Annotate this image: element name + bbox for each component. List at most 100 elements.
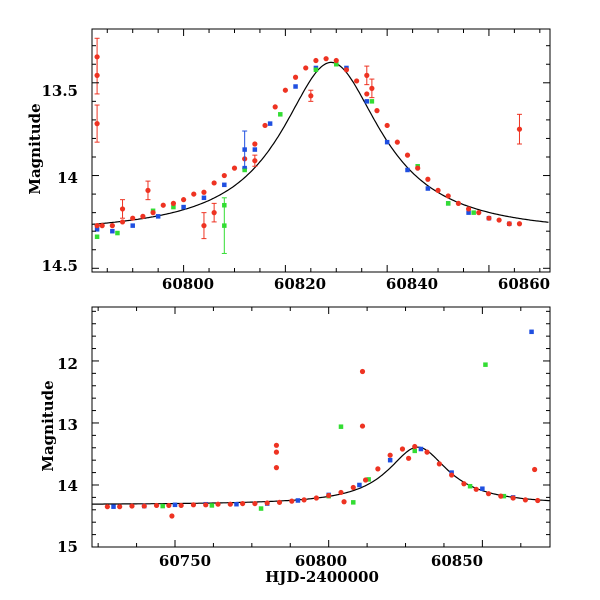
top-point-blue (384, 139, 390, 145)
bottom-ytick-label: 15 (57, 538, 78, 556)
top-point-red (313, 57, 319, 64)
top-plot-frame (91, 28, 551, 273)
top-point-blue (425, 186, 431, 191)
top-point-green (471, 210, 476, 215)
top-point-green (445, 201, 451, 206)
top-point-red (384, 122, 390, 129)
bottom-point-red (461, 481, 467, 487)
bottom-panel: 12 13 14 15 60750 60800 60850 HJD-240000… (39, 306, 551, 586)
bottom-y-axis-label: Magnitude (39, 380, 57, 471)
bottom-point-blue (418, 446, 424, 452)
bottom-point-red (535, 497, 541, 504)
top-point-red (496, 217, 502, 223)
top-point-blue (222, 182, 227, 188)
top-point-red (323, 56, 329, 62)
bottom-point-red (510, 495, 516, 501)
top-point-red (211, 210, 217, 216)
top-point-red (374, 108, 380, 114)
bottom-data-layer (92, 329, 550, 519)
top-point-green (171, 204, 176, 210)
bottom-point-red (264, 500, 270, 506)
top-point-red (516, 126, 523, 132)
top-point-red (94, 72, 100, 78)
bottom-point-red (412, 443, 418, 450)
top-point-red (308, 93, 314, 99)
top-point-red (252, 141, 258, 147)
bottom-point-red (341, 499, 347, 505)
top-point-blue (267, 121, 273, 126)
top-point-red (354, 78, 360, 84)
top-point-blue (466, 210, 471, 215)
top-point-red (252, 158, 258, 164)
bottom-point-red (473, 486, 479, 492)
bottom-point-red (406, 455, 412, 461)
top-point-red (369, 85, 375, 91)
top-point-red (109, 223, 115, 229)
bottom-point-red (215, 501, 221, 507)
top-point-red (94, 121, 100, 127)
top-xtick-label: 60840 (386, 275, 438, 293)
top-point-blue (252, 147, 258, 152)
bottom-point-red (117, 504, 123, 510)
top-point-green (334, 61, 339, 67)
top-point-blue (181, 204, 186, 210)
bottom-point-blue (172, 502, 178, 508)
top-point-red (394, 139, 400, 145)
top-ytick-label: 14.5 (41, 257, 78, 275)
bottom-point-red (276, 499, 283, 505)
top-point-red (364, 91, 370, 97)
bottom-point-red (387, 452, 393, 458)
bottom-point-red (166, 502, 172, 509)
top-point-red (343, 67, 350, 73)
bottom-point-red (532, 466, 538, 473)
top-xtick-label: 60860 (498, 275, 550, 293)
top-point-blue (201, 195, 207, 201)
bottom-point-green (209, 503, 215, 508)
top-point-green (242, 167, 247, 173)
bottom-point-green (501, 493, 507, 499)
top-point-green (369, 99, 375, 104)
top-point-red (516, 221, 523, 227)
bottom-point-red (359, 423, 366, 429)
top-point-green (313, 67, 319, 73)
top-point-green (94, 234, 100, 240)
top-point-blue (155, 214, 161, 219)
bottom-point-blue (529, 329, 534, 335)
bottom-point-red (449, 472, 455, 478)
bottom-point-red (273, 442, 280, 448)
top-point-red (140, 213, 146, 219)
top-point-red (211, 180, 217, 186)
top-point-green (222, 223, 227, 228)
top-panel: 13.5 14 14.5 60800 60820 60840 60860 Mag… (26, 28, 551, 293)
top-y-axis-label: Magnitude (26, 103, 44, 194)
top-point-red (201, 189, 207, 195)
top-point-blue (364, 99, 370, 104)
bottom-ytick-label: 14 (57, 477, 78, 495)
bottom-point-blue (295, 498, 301, 503)
bottom-point-blue (234, 501, 239, 507)
top-point-green (278, 112, 283, 117)
top-point-red (425, 176, 431, 182)
bottom-point-red (399, 446, 406, 452)
top-point-red (465, 206, 472, 212)
top-data-layer (92, 37, 549, 254)
top-point-red (303, 65, 309, 71)
bottom-point-red (359, 368, 366, 375)
bottom-point-green (467, 483, 473, 489)
top-point-red (191, 191, 197, 197)
top-point-red (160, 202, 166, 208)
top-xtick-label: 60800 (162, 275, 214, 293)
bottom-point-blue (387, 457, 393, 463)
top-point-red (221, 172, 227, 179)
bottom-ytick-label: 13 (57, 416, 78, 434)
bottom-point-green (366, 477, 371, 482)
top-point-red (282, 87, 288, 93)
bottom-point-red (153, 502, 160, 509)
bottom-point-blue (480, 486, 485, 491)
bottom-point-red (190, 502, 197, 508)
bottom-xtick-label: 60850 (431, 552, 483, 570)
top-point-red (415, 165, 421, 171)
bottom-point-red (424, 449, 430, 455)
bottom-ytick-label: 12 (57, 355, 78, 373)
